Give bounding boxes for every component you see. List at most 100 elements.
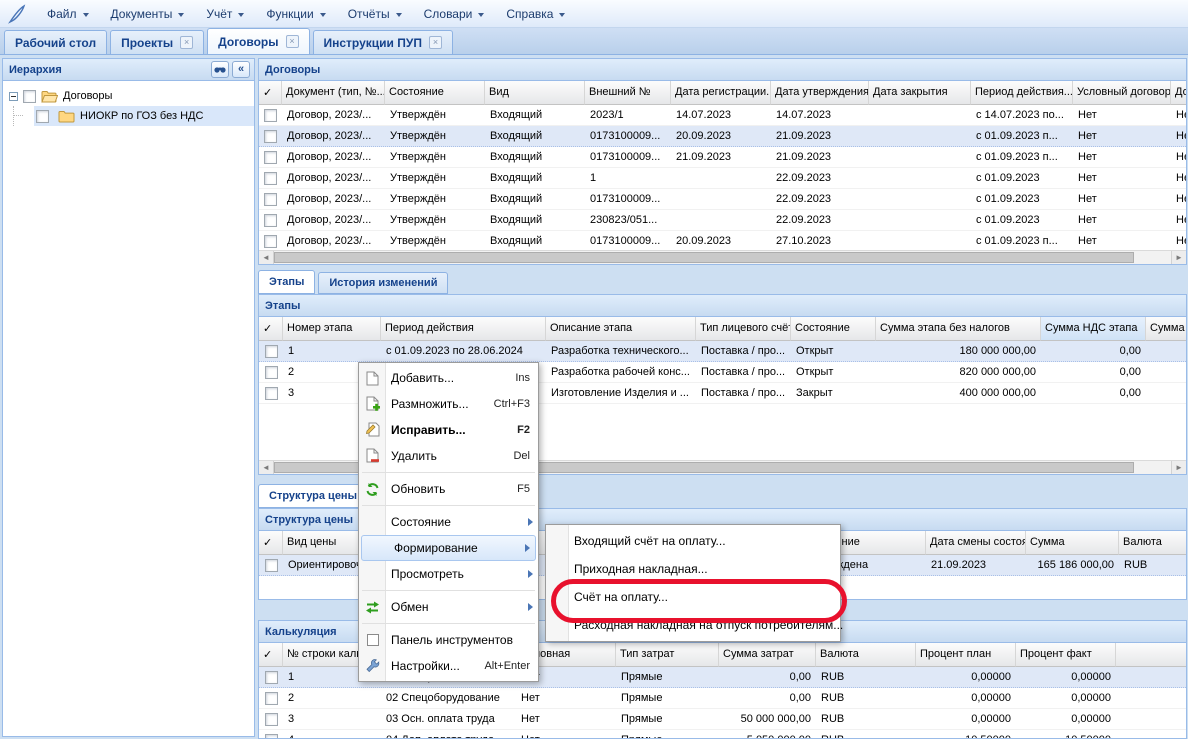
column-header[interactable]: Тип лицевого счёта	[696, 317, 791, 341]
tab-contracts[interactable]: Договоры ×	[207, 28, 310, 54]
table-row[interactable]: 1 с 01.09.2023 по 28.06.2024 Разработка те…	[259, 341, 1186, 362]
menu-item-exchange[interactable]: Обмен	[359, 594, 538, 620]
scroll-left-icon[interactable]: ◄	[259, 251, 274, 264]
column-header[interactable]: Договор...	[1171, 81, 1186, 105]
row-checkbox[interactable]	[264, 365, 278, 379]
close-icon[interactable]: ×	[180, 36, 194, 49]
row-checkbox[interactable]	[264, 733, 278, 738]
column-header[interactable]: ✓	[259, 643, 283, 667]
column-header[interactable]: Дата утверждения	[771, 81, 869, 105]
row-checkbox[interactable]	[264, 150, 277, 164]
column-header[interactable]: Период действия...	[971, 81, 1073, 105]
menu-item-view[interactable]: Просмотреть	[359, 561, 538, 587]
scrollbar-thumb[interactable]	[274, 462, 1134, 473]
tree-node-contracts[interactable]: Договоры	[3, 86, 254, 106]
column-header[interactable]: Документ (тип, №...	[282, 81, 385, 105]
row-checkbox[interactable]	[264, 344, 278, 358]
row-checkbox[interactable]	[264, 234, 277, 248]
row-checkbox[interactable]	[264, 129, 277, 143]
collapse-panel-button[interactable]: «	[232, 61, 250, 78]
column-header[interactable]: Валюта	[1119, 531, 1186, 555]
column-header[interactable]: Тип затрат	[616, 643, 719, 667]
menu-item-delete[interactable]: Удалить Del	[359, 443, 538, 469]
column-header[interactable]: Условный договор	[1073, 81, 1171, 105]
menu-item-toolbar[interactable]: Панель инструментов	[359, 627, 538, 653]
row-checkbox[interactable]	[264, 712, 278, 726]
column-header[interactable]: Сумма НДС этапа	[1041, 317, 1146, 341]
scroll-left-icon[interactable]: ◄	[259, 461, 274, 474]
tab-instructions-pup[interactable]: Инструкции ПУП ×	[312, 30, 453, 54]
menu-functions[interactable]: Функции	[255, 3, 336, 25]
menu-dictionaries[interactable]: Словари	[413, 3, 496, 25]
row-checkbox[interactable]	[264, 192, 277, 206]
table-row[interactable]: Договор, 2023/... Утверждён Входящий 1 22.09…	[259, 168, 1186, 189]
row-checkbox[interactable]	[264, 558, 278, 572]
table-row[interactable]: 2 02 Спецоборудование Нет Прямые 0,00 RUB 0,00…	[259, 688, 1186, 709]
column-header[interactable]: Сумма эт...	[1146, 317, 1186, 341]
menu-item-edit[interactable]: Исправить... F2	[359, 417, 538, 443]
tab-change-history[interactable]: История изменений	[318, 272, 449, 294]
row-checkbox[interactable]	[264, 386, 278, 400]
tab-price-structure[interactable]: Структура цены	[258, 484, 368, 508]
column-header[interactable]: Процент план	[916, 643, 1016, 667]
column-header[interactable]: Валюта	[816, 643, 916, 667]
table-row[interactable]: Договор, 2023/... Утверждён Входящий 017310…	[259, 126, 1186, 147]
row-checkbox[interactable]	[264, 213, 277, 227]
column-header[interactable]: ✓	[259, 317, 283, 341]
tree-node-niokr[interactable]: НИОКР по ГОЗ без НДС	[3, 106, 254, 126]
menu-item-settings[interactable]: Настройки... Alt+Enter	[359, 653, 538, 679]
column-header[interactable]: ✓	[259, 531, 283, 555]
close-icon[interactable]: ×	[428, 36, 442, 49]
column-header[interactable]: Дата смены состояния	[926, 531, 1026, 555]
menu-help[interactable]: Справка	[495, 3, 576, 25]
submenu-item-outgoing-note[interactable]: Расходная накладная на отпуск потребител…	[574, 618, 844, 632]
table-row[interactable]: Договор, 2023/... Утверждён Входящий 230823…	[259, 210, 1186, 231]
column-header[interactable]	[1116, 643, 1186, 667]
column-header[interactable]: Дата регистрации...	[671, 81, 771, 105]
tab-projects[interactable]: Проекты ×	[110, 30, 205, 54]
column-header[interactable]: Сумма этапа без налогов	[876, 317, 1041, 341]
column-header[interactable]: Дата закрытия	[869, 81, 971, 105]
menu-item-add[interactable]: Добавить... Ins	[359, 365, 538, 391]
menu-item-refresh[interactable]: Обновить F5	[359, 476, 538, 502]
menu-file[interactable]: Файл	[36, 3, 100, 25]
column-header[interactable]: Состояние	[385, 81, 485, 105]
tab-stages[interactable]: Этапы	[258, 270, 316, 294]
column-header[interactable]: Сумма	[1026, 531, 1119, 555]
submenu-item-incoming-invoice[interactable]: Входящий счёт на оплату...	[574, 534, 726, 548]
column-header[interactable]: Вид	[485, 81, 585, 105]
column-header[interactable]: Период действия	[381, 317, 546, 341]
table-row[interactable]: 3 03 Осн. оплата труда Нет Прямые 50 000 000…	[259, 709, 1186, 730]
column-header[interactable]: Описание этапа	[546, 317, 696, 341]
menu-accounting[interactable]: Учёт	[195, 3, 255, 25]
column-header[interactable]: ✓	[259, 81, 282, 105]
row-checkbox[interactable]	[264, 108, 277, 122]
menu-reports[interactable]: Отчёты	[337, 3, 413, 25]
row-checkbox[interactable]	[264, 691, 278, 705]
table-row[interactable]: Договор, 2023/... Утверждён Входящий 017310…	[259, 231, 1186, 250]
submenu-item-payment-invoice[interactable]: Счёт на оплату...	[574, 590, 668, 604]
collapse-node-icon[interactable]	[9, 91, 18, 101]
row-checkbox[interactable]	[264, 171, 277, 185]
scroll-right-icon[interactable]: ►	[1171, 251, 1186, 264]
column-header[interactable]: Внешний №	[585, 81, 671, 105]
row-checkbox[interactable]	[264, 670, 278, 684]
horizontal-scrollbar[interactable]: ◄ ►	[259, 250, 1186, 264]
menu-documents[interactable]: Документы	[100, 3, 196, 25]
node-checkbox[interactable]	[23, 89, 36, 103]
menu-item-state[interactable]: Состояние	[359, 509, 538, 535]
column-header[interactable]: Номер этапа	[283, 317, 381, 341]
node-checkbox[interactable]	[36, 109, 49, 123]
menu-item-generation[interactable]: Формирование	[361, 535, 536, 561]
submenu-item-receipt-note[interactable]: Приходная накладная...	[574, 562, 708, 576]
menu-item-duplicate[interactable]: Размножить... Ctrl+F3	[359, 391, 538, 417]
table-row[interactable]: Договор, 2023/... Утверждён Входящий 017310…	[259, 147, 1186, 168]
table-row[interactable]: Договор, 2023/... Утверждён Входящий 017310…	[259, 189, 1186, 210]
table-row[interactable]: Договор, 2023/... Утверждён Входящий 2023/1…	[259, 105, 1186, 126]
tab-desktop[interactable]: Рабочий стол	[4, 30, 108, 54]
column-header[interactable]: Процент факт	[1016, 643, 1116, 667]
search-button[interactable]	[211, 61, 229, 78]
close-icon[interactable]: ×	[285, 35, 299, 48]
scrollbar-thumb[interactable]	[274, 252, 1134, 263]
